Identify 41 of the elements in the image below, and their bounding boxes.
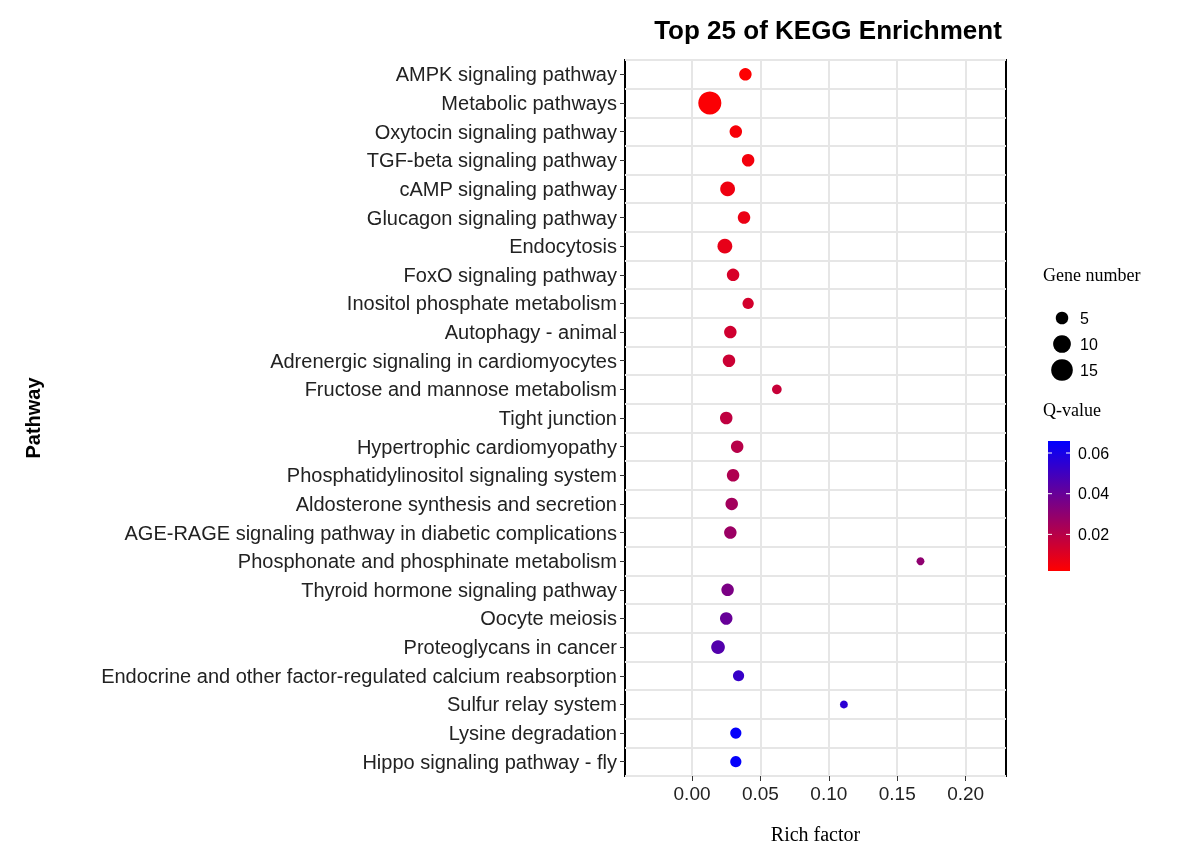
y-tick-label: Lysine degradation (448, 722, 617, 745)
legend-label: 5 (1080, 309, 1089, 327)
y-tick-label: AMPK signaling pathway (395, 63, 617, 86)
y-tick-label: Oocyte meiosis (480, 607, 617, 630)
legend-title: Gene number (1043, 265, 1141, 285)
y-tick-label: Glucagon signaling pathway (366, 206, 617, 229)
chart-title: Top 25 of KEGG Enrichment (654, 15, 1003, 45)
y-tick-label: AGE-RAGE signaling pathway in diabetic complications (124, 521, 617, 544)
y-tick-label: Thyroid hormone signaling pathway (301, 578, 617, 601)
color-bar-title: Q-value (1043, 400, 1101, 420)
y-tick-label: TGF-beta signaling pathway (366, 149, 617, 172)
y-tick-label: FoxO signaling pathway (403, 263, 617, 286)
y-tick-label: Adrenergic signaling in cardiomyocytes (270, 349, 617, 372)
y-tick-label: cAMP signaling pathway (399, 177, 617, 200)
y-tick-label: Autophagy - animal (444, 321, 617, 344)
legend-label: 10 (1080, 335, 1098, 353)
color-bar-label: 0.02 (1078, 525, 1110, 543)
y-tick-label: Endocrine and other factor-regulated calcium reabsorption (101, 664, 617, 687)
x-tick-label: 0.00 (673, 783, 711, 804)
x-tick-label: 0.20 (947, 783, 985, 804)
y-tick-label: Inositol phosphate metabolism (346, 292, 617, 315)
x-tick-label: 0.10 (810, 783, 848, 804)
y-tick-label: Fructose and mannose metabolism (304, 378, 617, 401)
color-bar-label: 0.04 (1078, 485, 1110, 503)
y-tick-label: Oxytocin signaling pathway (374, 120, 617, 143)
legend-label: 15 (1080, 361, 1098, 379)
y-tick-label: Metabolic pathways (441, 91, 617, 114)
y-axis-title: Pathway (22, 376, 44, 459)
x-axis-title: Rich factor (770, 823, 861, 845)
x-tick-label: 0.05 (741, 783, 779, 804)
y-tick-label: Hippo signaling pathway - fly (362, 750, 617, 773)
y-tick-label: Tight junction (498, 407, 617, 429)
y-tick-label: Aldosterone synthesis and secretion (295, 492, 617, 515)
y-tick-label: Proteoglycans in cancer (403, 636, 618, 659)
x-tick-label: 0.15 (878, 783, 916, 804)
y-tick-label: Sulfur relay system (446, 693, 617, 716)
y-tick-label: Phosphatidylinositol signaling system (286, 464, 617, 487)
y-tick-label: Hypertrophic cardiomyopathy (356, 435, 617, 458)
color-bar-label: 0.06 (1078, 444, 1110, 462)
y-tick-label: Endocytosis (509, 235, 617, 258)
y-tick-label: Phosphonate and phosphinate metabolism (237, 550, 617, 573)
